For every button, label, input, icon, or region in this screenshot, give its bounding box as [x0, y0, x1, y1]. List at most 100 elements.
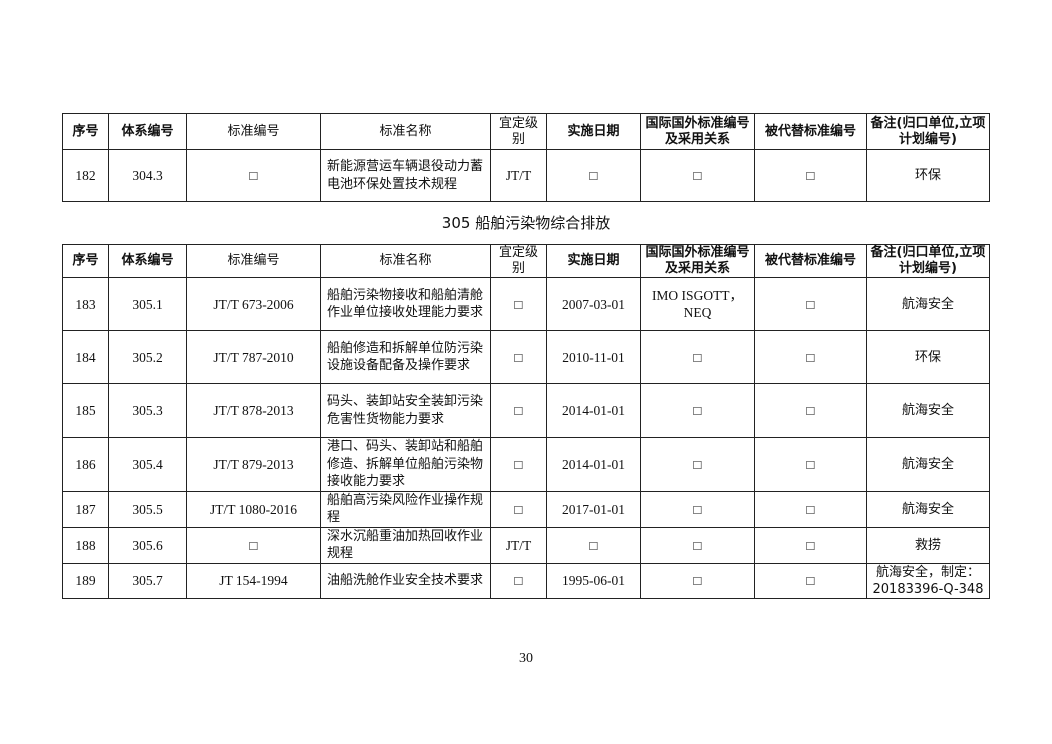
header-col-level: 宜定级别 [490, 113, 547, 150]
header-col-level: 宜定级别 [490, 244, 547, 278]
header-col-replaced: 被代替标准编号 [754, 113, 867, 150]
cell-seq: 186 [62, 437, 109, 492]
cell-standard-no: JT/T 879-2013 [186, 437, 321, 492]
cell-standard-no: JT/T 787-2010 [186, 330, 321, 384]
cell-date: 2017-01-01 [546, 490, 641, 528]
cell-seq: 183 [62, 277, 109, 331]
cell-date: 1995-06-01 [546, 562, 641, 599]
cell-date: □ [546, 526, 641, 564]
table-header-row: 序号 体系编号 标准编号 标准名称 宜定级别 实施日期 国际国外标准编号及采用关系 被代替标准… [62, 113, 990, 150]
standards-table-305: 序号 体系编号 标准编号 标准名称 宜定级别 实施日期 国际国外标准编号及采用关系 被代替标准… [62, 244, 990, 599]
cell-seq: 184 [62, 330, 109, 384]
table-row: 182 304.3 □ 新能源营运车辆退役动力蓄电池环保处置技术规程 JT/T □ □ □ 环保 [62, 149, 990, 202]
cell-seq: 187 [62, 490, 109, 528]
cell-remarks: 航海安全 [866, 437, 990, 492]
header-col-seq: 序号 [62, 113, 109, 150]
cell-standard-name: 油船洗舱作业安全技术要求 [320, 562, 491, 599]
cell-level: JT/T [490, 149, 547, 202]
cell-level: □ [490, 490, 547, 528]
table-row: 188 305.6 □ 深水沉船重油加热回收作业规程 JT/T □ □ □ 救捞 [62, 526, 990, 564]
cell-level: □ [490, 562, 547, 599]
cell-standard-name: 船舶污染物接收和船舶清舱作业单位接收处理能力要求 [320, 277, 491, 331]
cell-standard-no: JT/T 673-2006 [186, 277, 321, 331]
cell-intl: □ [640, 149, 755, 202]
cell-level: □ [490, 383, 547, 438]
cell-seq: 182 [62, 149, 109, 202]
cell-level: □ [490, 437, 547, 492]
cell-system-no: 305.2 [108, 330, 187, 384]
cell-standard-name: 船舶修造和拆解单位防污染设施设备配备及操作要求 [320, 330, 491, 384]
cell-intl: □ [640, 383, 755, 438]
cell-remarks: 航海安全 [866, 277, 990, 331]
table-row: 186 305.4 JT/T 879-2013 港口、码头、装卸站和船舶修造、拆解单位… [62, 437, 990, 492]
cell-replaced: □ [754, 383, 867, 438]
header-col-remarks: 备注(归口单位,立项计划编号) [866, 244, 990, 278]
cell-system-no: 305.5 [108, 490, 187, 528]
cell-standard-name: 深水沉船重油加热回收作业规程 [320, 526, 491, 564]
cell-remarks: 救捞 [866, 526, 990, 564]
cell-replaced: □ [754, 490, 867, 528]
header-col-system-no: 体系编号 [108, 244, 187, 278]
header-col-replaced: 被代替标准编号 [754, 244, 867, 278]
cell-system-no: 305.6 [108, 526, 187, 564]
header-col-seq: 序号 [62, 244, 109, 278]
cell-remarks: 环保 [866, 330, 990, 384]
cell-date: □ [546, 149, 641, 202]
cell-remarks: 航海安全 [866, 490, 990, 528]
cell-intl: IMO ISGOTT，NEQ [640, 277, 755, 331]
cell-replaced: □ [754, 277, 867, 331]
cell-seq: 188 [62, 526, 109, 564]
cell-replaced: □ [754, 437, 867, 492]
cell-replaced: □ [754, 526, 867, 564]
cell-standard-no: □ [186, 149, 321, 202]
table-row: 189 305.7 JT 154-1994 油船洗舱作业安全技术要求 □ 1995-06-… [62, 562, 990, 599]
cell-system-no: 305.1 [108, 277, 187, 331]
cell-remarks: 航海安全 [866, 383, 990, 438]
header-col-intl: 国际国外标准编号及采用关系 [640, 244, 755, 278]
cell-date: 2014-01-01 [546, 383, 641, 438]
cell-intl: □ [640, 330, 755, 384]
cell-standard-no: □ [186, 526, 321, 564]
section-title: 305 船舶污染物综合排放 [441, 214, 611, 232]
cell-system-no: 305.3 [108, 383, 187, 438]
cell-standard-name: 新能源营运车辆退役动力蓄电池环保处置技术规程 [320, 149, 491, 202]
cell-standard-no: JT 154-1994 [186, 562, 321, 599]
cell-replaced: □ [754, 562, 867, 599]
table-row: 184 305.2 JT/T 787-2010 船舶修造和拆解单位防污染设施设备配备及… [62, 330, 990, 384]
header-col-intl: 国际国外标准编号及采用关系 [640, 113, 755, 150]
cell-date: 2010-11-01 [546, 330, 641, 384]
header-col-date: 实施日期 [546, 113, 641, 150]
table-row: 187 305.5 JT/T 1080-2016 船舶高污染风险作业操作规程 □ 2017… [62, 490, 990, 528]
cell-replaced: □ [754, 149, 867, 202]
table-row: 185 305.3 JT/T 878-2013 码头、装卸站安全装卸污染危害性货物能力… [62, 383, 990, 438]
cell-remarks: 航海安全，制定：20183396-Q-348 [866, 562, 990, 599]
header-col-standard-no: 标准编号 [186, 244, 321, 278]
table-row: 183 305.1 JT/T 673-2006 船舶污染物接收和船舶清舱作业单位接收处… [62, 277, 990, 331]
cell-system-no: 305.4 [108, 437, 187, 492]
cell-system-no: 304.3 [108, 149, 187, 202]
header-col-system-no: 体系编号 [108, 113, 187, 150]
cell-level: □ [490, 330, 547, 384]
cell-standard-no: JT/T 878-2013 [186, 383, 321, 438]
cell-seq: 185 [62, 383, 109, 438]
standards-table-304: 序号 体系编号 标准编号 标准名称 宜定级别 实施日期 国际国外标准编号及采用关系 被代替标准… [62, 113, 990, 202]
cell-intl: □ [640, 437, 755, 492]
header-col-remarks: 备注(归口单位,立项计划编号) [866, 113, 990, 150]
header-col-standard-no: 标准编号 [186, 113, 321, 150]
cell-date: 2014-01-01 [546, 437, 641, 492]
header-col-standard-name: 标准名称 [320, 113, 491, 150]
cell-system-no: 305.7 [108, 562, 187, 599]
cell-level: JT/T [490, 526, 547, 564]
table-header-row: 序号 体系编号 标准编号 标准名称 宜定级别 实施日期 国际国外标准编号及采用关系 被代替标准… [62, 244, 990, 278]
cell-intl: □ [640, 526, 755, 564]
cell-date: 2007-03-01 [546, 277, 641, 331]
cell-standard-name: 船舶高污染风险作业操作规程 [320, 490, 491, 528]
page-number: 30 [519, 651, 533, 666]
header-col-standard-name: 标准名称 [320, 244, 491, 278]
cell-standard-no: JT/T 1080-2016 [186, 490, 321, 528]
cell-remarks: 环保 [866, 149, 990, 202]
cell-replaced: □ [754, 330, 867, 384]
header-col-date: 实施日期 [546, 244, 641, 278]
cell-level: □ [490, 277, 547, 331]
cell-standard-name: 港口、码头、装卸站和船舶修造、拆解单位船舶污染物接收能力要求 [320, 437, 491, 492]
